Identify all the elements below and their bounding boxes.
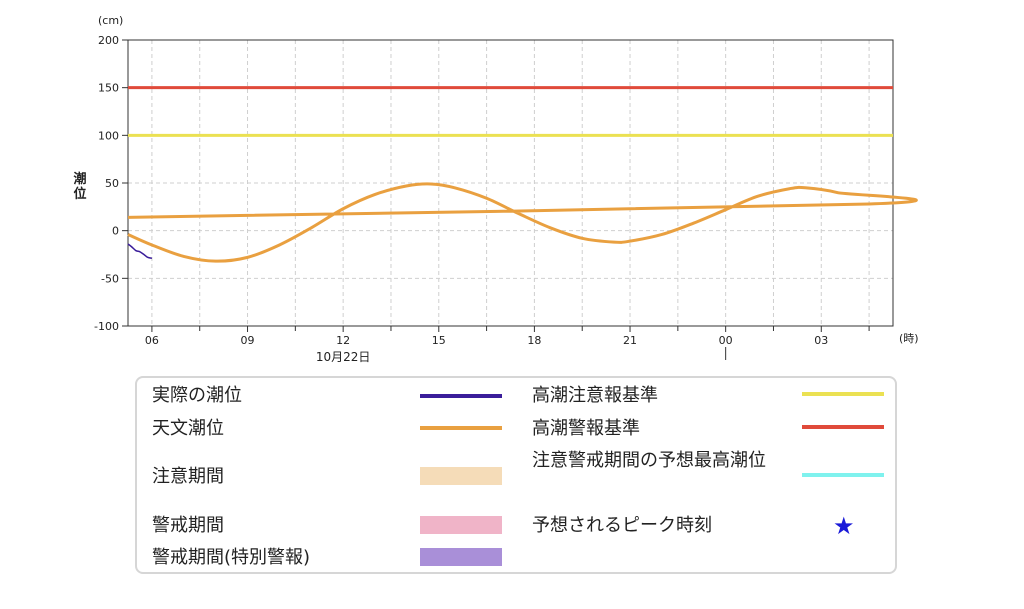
- y-unit-label: (cm): [98, 14, 123, 27]
- legend-label-warning-period: 警戒期間: [152, 515, 224, 536]
- y-tick-label: -100: [94, 320, 119, 333]
- star-icon: ★: [833, 512, 855, 540]
- x-tick-label: 00: [719, 334, 733, 347]
- legend-swatch-predicted-max-tide: [802, 473, 884, 477]
- legend-label-actual-tide: 実際の潮位: [152, 385, 242, 406]
- x-tick-label: 15: [432, 334, 446, 347]
- legend-label-predicted-peak-time: 予想されるピーク時刻: [532, 515, 712, 536]
- y-axis-label-char: 潮: [73, 171, 86, 187]
- series-actual-tide: [127, 243, 153, 260]
- plot-frame: [127, 39, 894, 327]
- y-tick-label: 0: [112, 225, 119, 238]
- y-axis-label-char: 位: [73, 186, 86, 202]
- legend-label-predicted-max-tide: 注意警戒期間の予想最高潮位: [532, 450, 766, 471]
- legend-label-astronomical-tide: 天文潮位: [152, 418, 224, 439]
- x-tick-label: 21: [623, 334, 637, 347]
- legend-swatch-special-warning-period: [420, 548, 502, 566]
- x-tick-label: 12: [336, 334, 350, 347]
- legend-swatch-warning-period: [420, 516, 502, 534]
- x-tick-label: 06: [145, 334, 159, 347]
- legend-swatch-storm-surge-warning: [802, 425, 884, 429]
- legend-swatch-astronomical-tide: [420, 426, 502, 430]
- legend-label-storm-surge-warning: 高潮警報基準: [532, 418, 640, 439]
- legend-swatch-actual-tide: [420, 394, 502, 398]
- x-tick-label: 09: [241, 334, 255, 347]
- legend-swatch-storm-surge-advisory: [802, 392, 884, 396]
- series-astronomical-tide: [127, 182, 918, 263]
- legend-label-caution-period: 注意期間: [152, 466, 224, 487]
- y-tick-label: 50: [105, 177, 119, 190]
- y-tick-label: -50: [101, 272, 119, 285]
- x-tick-label: 03: [814, 334, 828, 347]
- x-unit-label: (時): [899, 332, 919, 345]
- y-tick-label: 150: [98, 82, 119, 95]
- legend-swatch-caution-period: [420, 467, 502, 485]
- y-tick-label: 200: [98, 34, 119, 47]
- tide-chart: 200 150 100 50 0 -50 -100 06 09 12 15 18 21 00 03 (cm) (…: [73, 14, 919, 364]
- legend-label-special-warning-period: 警戒期間(特別警報): [152, 547, 311, 568]
- legend: 実際の潮位 天文潮位 注意期間 警戒期間 警戒期間(特別警報) 高潮注意報基準 …: [135, 376, 897, 574]
- x-tick-label: 18: [527, 334, 541, 347]
- y-tick-label: 100: [98, 129, 119, 142]
- date-label: 10月22日: [316, 350, 371, 364]
- legend-label-storm-surge-advisory: 高潮注意報基準: [532, 385, 658, 406]
